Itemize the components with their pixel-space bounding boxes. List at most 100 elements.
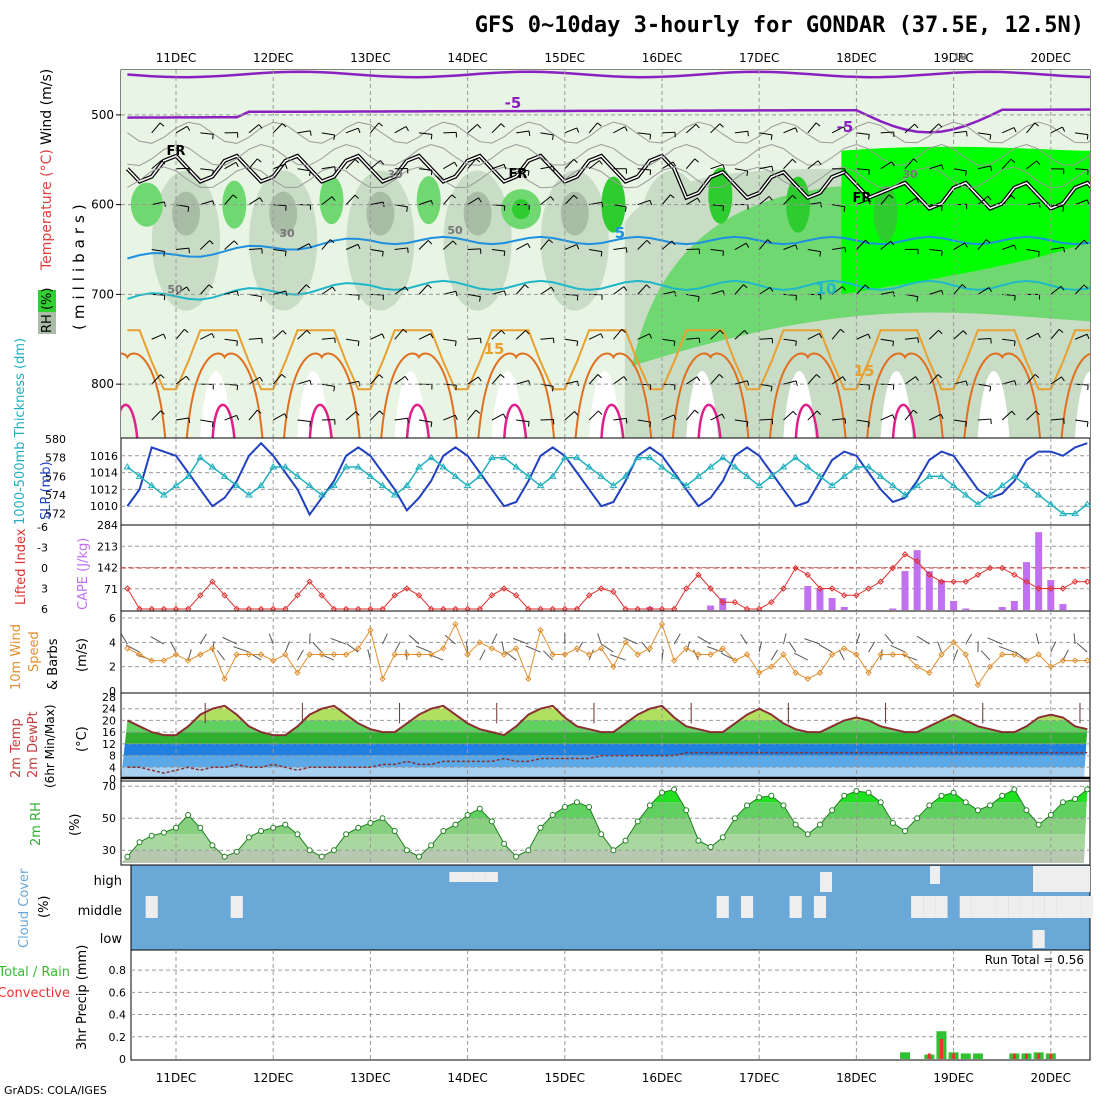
top-date-label: 11DEC (156, 51, 196, 65)
rh-blob (172, 191, 200, 236)
temp-band (121, 755, 1088, 768)
wind-barb-flag (792, 158, 797, 164)
wind-barb (661, 161, 674, 170)
wind10-point (986, 663, 994, 670)
precip-total-bar (960, 1053, 971, 1059)
wind-barb-flag (212, 170, 214, 176)
wind-barb (515, 242, 528, 250)
top-date-label: 13DEC (350, 51, 390, 65)
wind-barb-flag (404, 376, 409, 381)
wind10-barb (793, 652, 809, 661)
wind-barb (175, 328, 185, 340)
wind-barb (467, 197, 479, 206)
wind-barb (1050, 329, 1060, 340)
thickness-point (670, 472, 679, 479)
rh2m-point (950, 789, 957, 796)
wind10-point (962, 651, 969, 658)
wind-barb-flag (1038, 202, 1041, 208)
bottom-date-label: 17DEC (739, 1071, 779, 1085)
wind-barb (759, 337, 773, 340)
cloud-middle-gap (911, 896, 924, 918)
isotherm-25 (600, 403, 625, 438)
lifted-index-point (318, 592, 326, 599)
wind-barb-flag (454, 161, 458, 167)
wind10-barb (120, 633, 128, 645)
wind-barb (321, 132, 335, 136)
wind-barb-flag (333, 386, 336, 392)
contour-labels: FR FR FR -5 -5 5 10 15 15 10 30 50 30 50 30 (167, 52, 967, 380)
wind-barb (1050, 126, 1063, 134)
wind-barb-flag (962, 330, 968, 335)
wind-barb-flag (211, 422, 214, 428)
wind10-barb (465, 641, 469, 653)
wind-barb-flag (1062, 126, 1066, 132)
wind-barb-flag (1034, 374, 1040, 379)
wind10-barb (601, 643, 614, 653)
wind10-barb (501, 641, 505, 653)
isotherm-20 (185, 352, 264, 438)
wind10-barb (284, 641, 290, 653)
wind-barb-flag (1014, 380, 1017, 386)
tick-label: 1012 (90, 483, 118, 496)
wind-axis-label: Wind (m/s) (39, 69, 55, 145)
wind-barb-flag (746, 380, 750, 386)
wind-barb-flag (695, 123, 700, 129)
thickness-point (779, 463, 788, 470)
wind-barb-flag (573, 194, 578, 200)
isotherm-25 (405, 403, 431, 438)
wind-barb (1050, 285, 1062, 295)
wind-barb-flag (548, 239, 554, 244)
wind10-point (731, 657, 739, 664)
wind-barb-flag (357, 244, 361, 250)
rh2m-point (889, 820, 896, 826)
millibars-label: (millibars) (70, 199, 88, 330)
wind-barb (564, 127, 578, 134)
cloud-middle-gap (716, 896, 729, 918)
wind-barb-flag (552, 166, 555, 172)
wind10-barb (525, 645, 541, 653)
wind10-barb (427, 653, 444, 661)
tick-label: 8 (109, 750, 116, 763)
tick-label: 0.2 (109, 1031, 127, 1044)
wind-barb-flag (451, 194, 456, 199)
wind-barb (1026, 202, 1040, 206)
wind-barb-flag (574, 411, 579, 416)
wind-barb (613, 376, 625, 385)
wind-barb (977, 418, 991, 421)
lifted-index-point (415, 592, 423, 599)
rh2m-point (926, 802, 933, 809)
wind-barb (175, 286, 187, 295)
wind-barb-flag (478, 376, 482, 382)
wind-barb-flag (1058, 328, 1064, 333)
wind-barb (224, 161, 237, 170)
precip-label-c: 3hr Precip (mm) (75, 945, 90, 1050)
temp-band (121, 732, 1088, 744)
wind-barb-flag (649, 421, 652, 428)
wind-barb (564, 158, 575, 170)
rh2m-point (221, 853, 228, 860)
wind-barb-flag (259, 376, 263, 382)
rh2m-point (671, 786, 678, 793)
thickness-point (828, 481, 836, 489)
contour-label: 15 (484, 340, 505, 358)
cloud-high-gap (1033, 866, 1090, 892)
wind-barb-flag (817, 160, 822, 165)
wind-barb-flag (1036, 160, 1041, 166)
rh2m-units: (%) (68, 814, 83, 837)
wind10-point (1071, 657, 1079, 664)
thickness-point (731, 463, 739, 470)
temp-band (121, 767, 1088, 779)
contour-label: 30 (279, 227, 295, 240)
rh2m-point (841, 792, 848, 799)
rh-blob (443, 170, 512, 311)
rh2m-point (914, 815, 921, 822)
wind-barb (588, 333, 602, 340)
rh2m-point (1059, 799, 1066, 806)
wind-barb-flag (865, 239, 870, 245)
rh2m-point (695, 837, 702, 844)
wind-barb (589, 249, 603, 253)
rh2m-point (549, 812, 556, 818)
wind-barb-flag (694, 158, 699, 163)
wind-barb-flag (743, 284, 748, 289)
thickness-point (560, 453, 569, 461)
